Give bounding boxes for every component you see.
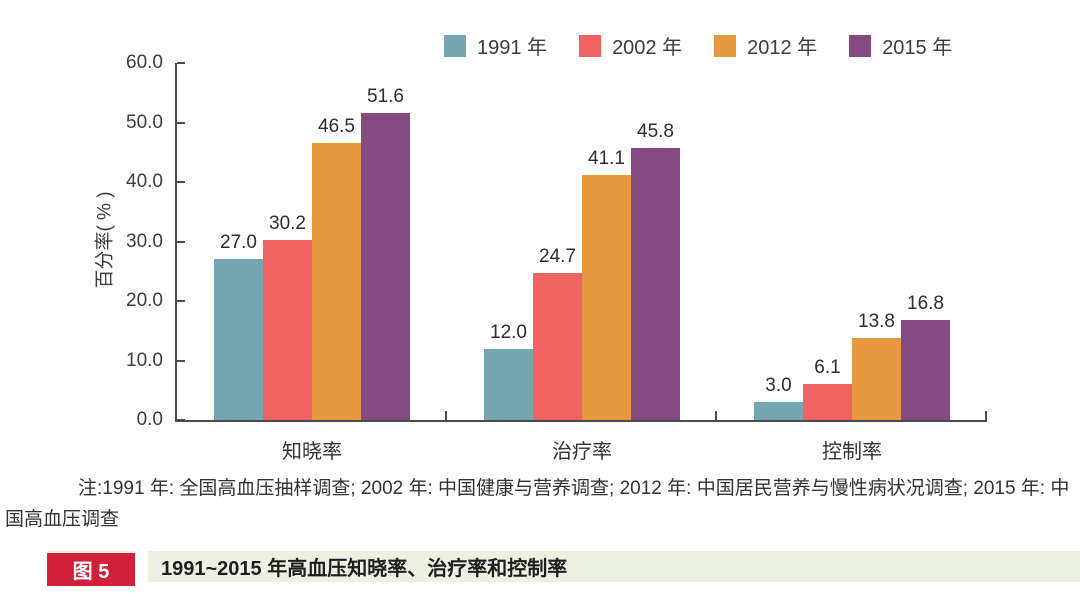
legend-swatch xyxy=(444,34,466,57)
y-axis-tick-label: 10.0 xyxy=(126,349,163,371)
bar xyxy=(263,240,312,420)
bar xyxy=(631,147,680,420)
y-axis-tick xyxy=(177,62,185,64)
y-axis-tick-label: 0.0 xyxy=(136,409,163,430)
note-text: 注:1991 年: 全国高血压抽样调查; 2002 年: 中国健康与营养调查; … xyxy=(5,478,1070,530)
bar-value-label: 6.1 xyxy=(814,356,841,378)
y-axis-tick xyxy=(177,121,185,124)
legend-label: 2015 年 xyxy=(882,37,953,59)
y-axis-tick-label: 60.0 xyxy=(126,52,163,73)
legend-label: 2002 年 xyxy=(612,37,683,59)
category-label: 控制率 xyxy=(822,441,882,463)
bar-value-label: 30.2 xyxy=(269,213,306,235)
bar xyxy=(582,175,631,420)
category-label: 治疗率 xyxy=(552,441,612,463)
bar xyxy=(754,402,803,420)
legend-item: 1991 年 xyxy=(444,31,547,60)
y-axis-tick xyxy=(177,359,185,362)
legend-label: 1991 年 xyxy=(477,37,548,59)
bar-value-label: 27.0 xyxy=(220,232,257,254)
y-axis-tick xyxy=(177,181,185,183)
x-axis-tick xyxy=(445,411,447,420)
y-axis-tick-label: 40.0 xyxy=(126,171,163,192)
bar xyxy=(361,112,410,420)
bar-value-label: 45.8 xyxy=(637,120,674,142)
bar-value-label: 13.8 xyxy=(858,310,895,332)
y-axis-tick-label: 30.0 xyxy=(126,230,163,252)
bar xyxy=(312,143,361,420)
bar-value-label: 3.0 xyxy=(765,375,792,397)
y-axis-tick xyxy=(177,300,185,302)
figure-badge: 图 5 xyxy=(47,553,135,586)
bar xyxy=(803,383,852,420)
bar xyxy=(901,320,950,420)
chart-legend: 1991 年 2002 年 2012 年 2015 年 xyxy=(444,31,952,60)
legend-swatch xyxy=(849,34,872,57)
legend-item: 2012 年 xyxy=(714,31,817,60)
caption-divider xyxy=(135,551,148,582)
figure-caption-text: 1991~2015 年高血压知晓率、治疗率和控制率 xyxy=(161,558,568,580)
legend-item: 2015 年 xyxy=(849,31,952,60)
bar-value-label: 16.8 xyxy=(907,293,944,315)
bar-value-label: 24.7 xyxy=(539,246,576,268)
category-label: 知晓率 xyxy=(282,441,342,463)
figure-caption-bar: 图 5 1991~2015 年高血压知晓率、治疗率和控制率 xyxy=(47,551,1080,586)
legend-swatch xyxy=(714,34,737,57)
bar xyxy=(533,273,582,420)
x-axis-tick xyxy=(985,411,987,420)
legend-label: 2012 年 xyxy=(747,37,818,59)
y-axis-tick-label: 20.0 xyxy=(126,290,163,311)
y-axis-tick-label: 50.0 xyxy=(126,111,163,133)
bar-group: 12.0 24.7 41.1 45.8 治疗率 xyxy=(447,63,717,463)
bar-value-label: 41.1 xyxy=(588,148,625,170)
bar xyxy=(852,337,901,420)
bar-value-label: 46.5 xyxy=(318,116,355,138)
plot-area: 0.0 10.0 20.0 30.0 40.0 50.0 60.0 27.0 30.2 46.5 5… xyxy=(126,52,987,463)
bar-value-label: 12.0 xyxy=(490,321,527,343)
bar xyxy=(484,348,533,420)
bar-group: 3.0 6.1 13.8 16.8 控制率 xyxy=(717,63,987,463)
legend-item: 2002 年 xyxy=(579,31,682,60)
legend-swatch xyxy=(579,34,602,57)
x-axis-tick xyxy=(715,411,717,420)
bar xyxy=(214,259,263,420)
y-axis-tick xyxy=(177,240,185,243)
caption-background xyxy=(47,551,1080,582)
bar-value-label: 51.6 xyxy=(367,85,404,107)
bar-group: 27.0 30.2 46.5 51.6 知晓率 xyxy=(177,63,447,463)
y-axis-tick xyxy=(177,419,185,421)
